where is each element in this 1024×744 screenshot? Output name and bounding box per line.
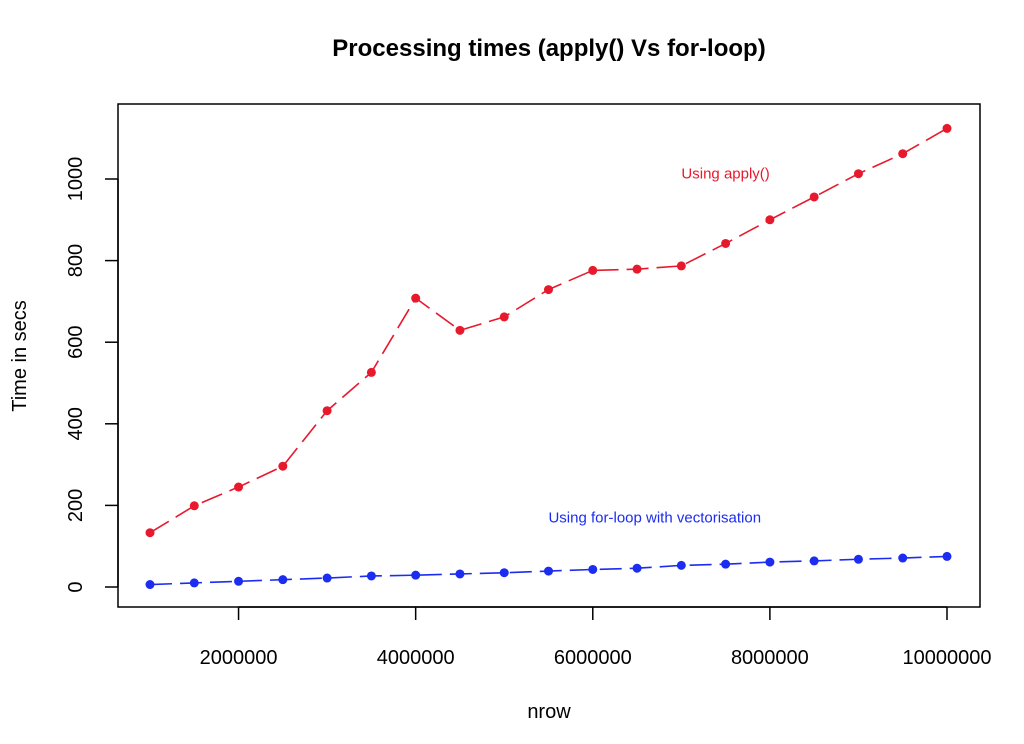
data-point bbox=[942, 551, 952, 561]
x-tick-label: 8000000 bbox=[731, 647, 809, 669]
series-0 bbox=[145, 123, 952, 538]
data-point bbox=[721, 559, 731, 569]
series-1 bbox=[145, 551, 952, 590]
data-point bbox=[234, 482, 244, 492]
data-point bbox=[189, 501, 199, 511]
data-point bbox=[322, 406, 332, 416]
data-point bbox=[411, 293, 421, 303]
data-point bbox=[765, 215, 775, 225]
annotation-label: Using for-loop with vectorisation bbox=[548, 510, 761, 527]
series-line bbox=[149, 127, 948, 534]
data-point bbox=[853, 554, 863, 564]
data-point bbox=[632, 264, 642, 274]
x-tick-label: 6000000 bbox=[554, 647, 632, 669]
x-axis-label: nrow bbox=[527, 701, 571, 723]
data-point bbox=[632, 563, 642, 573]
plot-frame bbox=[117, 103, 981, 608]
data-point bbox=[145, 580, 155, 590]
data-point bbox=[366, 571, 376, 581]
data-point bbox=[145, 528, 155, 538]
data-point bbox=[853, 169, 863, 179]
data-point bbox=[676, 261, 686, 271]
y-axis: 0 200 400 600 800 1000 bbox=[65, 157, 119, 593]
data-point bbox=[898, 149, 908, 159]
data-point bbox=[278, 461, 288, 471]
x-axis: 2000000 4000000 6000000 8000000 10000000 bbox=[200, 606, 992, 669]
x-tick-label: 10000000 bbox=[903, 647, 992, 669]
data-point bbox=[189, 578, 199, 588]
data-point bbox=[721, 238, 731, 248]
x-tick-label: 2000000 bbox=[200, 647, 278, 669]
x-tick-label: 4000000 bbox=[377, 647, 455, 669]
data-point bbox=[455, 569, 465, 579]
data-point bbox=[455, 325, 465, 335]
data-point bbox=[499, 312, 509, 322]
data-point bbox=[765, 557, 775, 567]
annotation-label: Using apply() bbox=[681, 166, 769, 183]
y-tick-label: 200 bbox=[65, 489, 87, 522]
y-tick-label: 400 bbox=[65, 407, 87, 440]
data-point bbox=[588, 265, 598, 275]
data-point bbox=[234, 576, 244, 586]
data-point bbox=[499, 568, 509, 578]
y-tick-label: 600 bbox=[65, 326, 87, 359]
y-tick-label: 0 bbox=[65, 581, 87, 592]
data-point bbox=[809, 556, 819, 566]
y-tick-label: 1000 bbox=[65, 157, 87, 202]
data-point bbox=[676, 560, 686, 570]
data-point bbox=[898, 553, 908, 563]
data-point bbox=[322, 573, 332, 583]
series-layer bbox=[145, 123, 952, 590]
annotation-layer: Using apply() Using for-loop with vectori… bbox=[548, 166, 769, 527]
data-point bbox=[942, 123, 952, 133]
y-tick-label: 800 bbox=[65, 244, 87, 277]
data-point bbox=[278, 575, 288, 585]
chart-title: Processing times (apply() Vs for-loop) bbox=[332, 35, 765, 62]
data-point bbox=[544, 285, 553, 295]
data-point bbox=[588, 564, 598, 574]
data-point bbox=[366, 367, 376, 377]
data-point bbox=[809, 192, 819, 202]
data-point bbox=[544, 566, 553, 576]
y-axis-label: Time in secs bbox=[9, 300, 31, 412]
data-point bbox=[411, 570, 421, 580]
